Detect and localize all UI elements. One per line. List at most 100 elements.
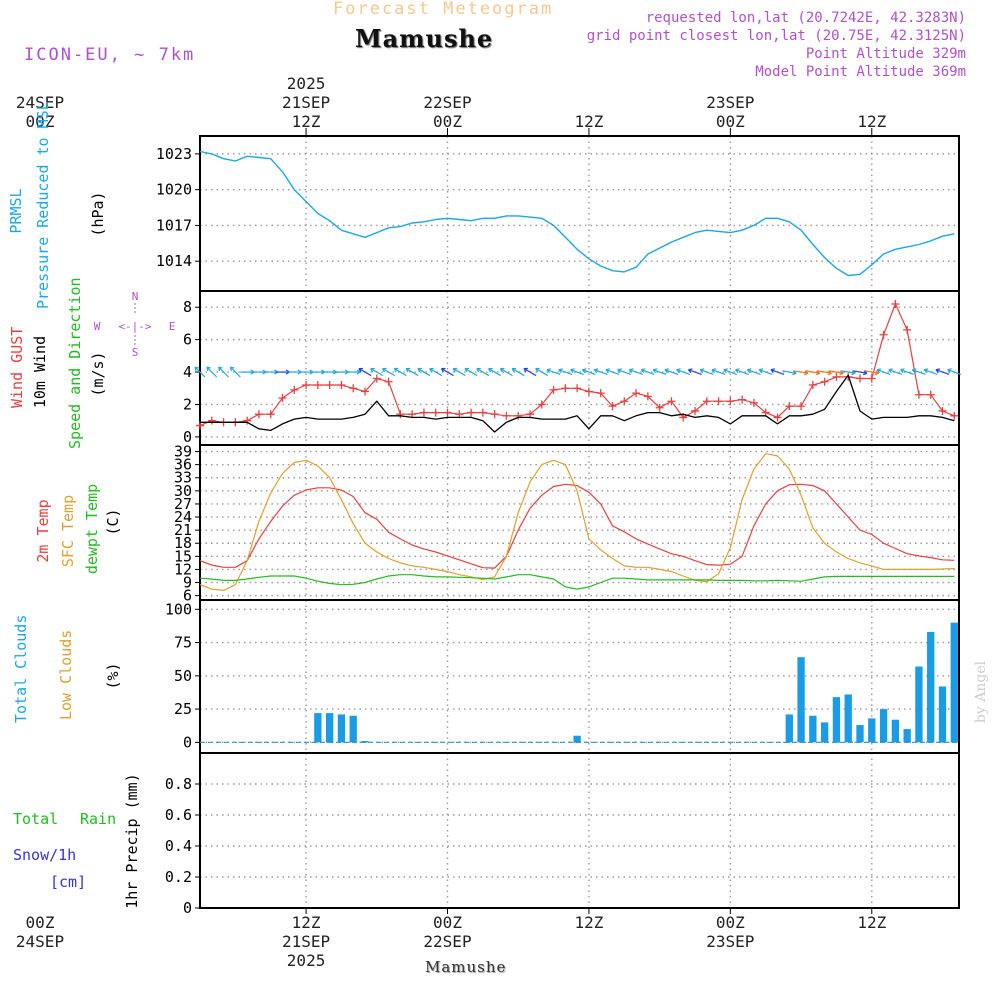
wind-direction-arrowhead [687,368,693,374]
wind-direction-arrowhead [523,367,528,373]
wind-direction-arrowhead [900,368,905,374]
wind-direction-arrow [370,368,384,377]
y-tick-label: 8 [183,298,192,316]
gust-marker [938,406,947,415]
wind-direction-arrow [570,369,584,376]
top-time-label: 22SEP 00Z [408,93,488,131]
wind-direction-arrowhead [652,368,658,374]
wind-direction-arrow [853,370,867,374]
wind-direction-arrow [664,369,679,376]
gust-marker [537,400,546,409]
cloud-bar [349,715,357,743]
gust-marker [632,389,641,398]
wind-direction-arrow [794,370,809,374]
top-time-label: 23SEP 00Z [690,93,770,131]
wind-direction-arrowhead [393,367,399,373]
wind-direction-arrow [488,368,502,377]
wind-direction-arrowhead [452,367,458,373]
wind-direction-arrowhead [370,367,375,373]
wind-direction-arrowhead [711,368,717,374]
gust-marker [702,397,711,406]
wind-direction-arrowhead [770,368,775,374]
y-tick-label: 39 [174,443,192,461]
bottom-time-label: 00Z 22SEP [408,913,488,951]
wind-direction-arrow [652,369,667,376]
y-tick-label: 0.8 [165,775,192,793]
gust-marker [349,384,358,393]
wind-direction-arrow [876,369,891,376]
wind-direction-arrow [605,369,620,376]
wind-direction-arrow [417,368,431,377]
wind-direction-arrow [747,369,761,376]
wind-direction-arrowhead [746,368,752,374]
wind-direction-arrowhead [605,368,610,374]
y-tick-label: 6 [183,587,192,605]
product-title: Forecast Meteogram [333,0,554,19]
time-label-line: 2025 [286,951,326,970]
top-time-label: 2025 21SEP 12Z [266,74,346,131]
gust-marker [337,381,346,390]
wind-direction-arrow [218,366,229,378]
wind-direction-arrow [888,369,903,376]
gust-marker [254,410,263,419]
compass-s: S [132,346,139,359]
cloud-bar [314,713,322,743]
wind-direction-arrowhead [358,367,363,373]
wind-direction-arrow [511,368,525,377]
temp-dewpt-line [199,574,955,590]
time-label-line: 24SEP [15,93,65,112]
gust-marker [808,381,817,390]
y-tick-label: 1017 [156,216,192,234]
gust-marker [302,381,311,390]
wind-direction-arrow [194,366,206,378]
wind-direction-arrow [817,370,832,374]
time-label-line: 12Z [574,112,604,131]
y-tick-label: 1020 [156,181,192,199]
wind-direction-arrow [711,369,726,376]
gust-marker [667,397,676,406]
wind-direction-arrow [452,368,466,377]
cloud-bar [832,697,841,743]
gust-marker [490,410,499,419]
wind-direction-arrowhead [417,367,422,373]
wind-direction-arrowhead [194,366,200,372]
wind-direction-arrowhead [558,368,563,374]
gust-marker [419,408,428,417]
y-tick-label: 25 [174,700,192,718]
precip-cm-label: [cm] [50,873,87,891]
gust-marker [914,390,923,399]
panel-frame [199,752,960,909]
gust-marker [608,402,617,411]
temp-2m-line [199,483,955,569]
wind-direction-arrow [441,368,454,377]
gust-marker [290,385,299,394]
gust-marker [431,408,440,417]
wind-direction-arrow [476,368,490,377]
wind-direction-arrow [770,369,785,376]
wind-direction-arrowhead [839,370,844,376]
wind-direction-arrow [535,368,549,377]
bottom-time-label: 00Z 24SEP [0,913,80,951]
gust-marker [584,387,593,396]
gust-marker [372,374,381,383]
cloud-bar [361,741,369,743]
requested-coords: requested lon,lat (20.7242E, 42.3283N) [645,10,966,26]
wind-direction-arrow [393,368,407,377]
gust-marker [820,377,829,386]
time-label-line: 12Z [291,112,321,131]
wind-direction-arrow [735,369,749,376]
gust-marker [950,411,959,420]
bottom-time-label: 00Z 23SEP [690,913,770,951]
gust-marker [596,389,605,398]
bottom-time-label: 12Z 21SEP 2025 [266,913,346,970]
y-tick-label: 15 [174,547,192,565]
wind-direction-arrowhead [499,367,505,373]
wind-direction-arrowhead [488,367,493,373]
wind-direction-arrow [935,369,950,376]
gust-marker [879,330,888,339]
gust-marker [773,413,782,422]
cloud-bar [891,719,900,743]
cloud-bar [879,709,888,743]
y-tick-label: 50 [174,667,192,685]
wind-direction-arrow [582,369,596,376]
